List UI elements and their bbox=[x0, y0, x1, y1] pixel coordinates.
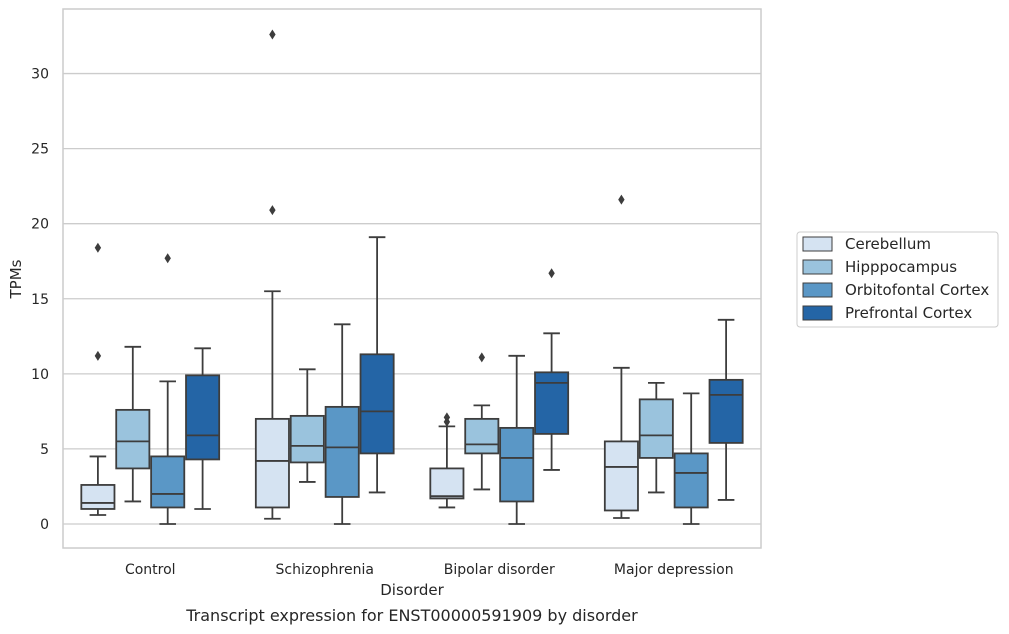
x-tick-label: Major depression bbox=[614, 562, 734, 578]
x-axis-title: Disorder bbox=[380, 581, 444, 599]
y-tick-label: 10 bbox=[31, 367, 49, 383]
outlier-point bbox=[94, 242, 102, 253]
boxes bbox=[80, 29, 744, 525]
box-body bbox=[708, 378, 744, 444]
legend-swatch bbox=[802, 236, 833, 252]
x-tick-label: Control bbox=[125, 562, 176, 578]
plot-area-frame bbox=[62, 8, 762, 549]
x-tick-labels: Control Schizophrenia Bipolar disorder Majo… bbox=[125, 562, 734, 578]
box-0-0 bbox=[80, 242, 116, 516]
chart-caption: Transcript expression for ENST0000059190… bbox=[186, 606, 638, 625]
legend-label: Cerebellum bbox=[845, 235, 931, 253]
box-1-3 bbox=[638, 381, 674, 494]
y-tick-label: 30 bbox=[31, 67, 49, 83]
box-body bbox=[673, 452, 709, 509]
outlier-point bbox=[443, 412, 451, 423]
outlier-point bbox=[269, 29, 276, 40]
legend-frame bbox=[796, 231, 999, 328]
outlier-point bbox=[618, 194, 625, 205]
box-body bbox=[80, 484, 116, 510]
box-0-3 bbox=[603, 194, 639, 519]
x-tick-label: Schizophrenia bbox=[276, 562, 374, 578]
outlier-point bbox=[478, 352, 485, 363]
box-body bbox=[464, 417, 500, 455]
legend-items: Cerebellum Hipppocampus Orbitofontal Corte… bbox=[802, 235, 989, 322]
outlier-point bbox=[269, 205, 276, 216]
box-0-2 bbox=[429, 412, 465, 509]
legend: Cerebellum Hipppocampus Orbitofontal Corte… bbox=[796, 231, 999, 328]
box-2-3 bbox=[673, 392, 709, 525]
x-tick-label: Bipolar disorder bbox=[444, 562, 555, 578]
outlier-point bbox=[548, 268, 555, 279]
y-tick-label: 20 bbox=[31, 217, 49, 233]
outlier-point bbox=[94, 350, 102, 361]
legend-swatch bbox=[802, 259, 833, 275]
box-1-0 bbox=[115, 345, 151, 503]
box-body bbox=[115, 408, 151, 470]
box-3-1 bbox=[359, 236, 395, 494]
legend-swatch bbox=[802, 282, 833, 298]
box-0-1 bbox=[254, 29, 290, 520]
y-axis-title: TPMs bbox=[7, 259, 25, 299]
box-body bbox=[289, 414, 325, 464]
legend-label: Hipppocampus bbox=[845, 258, 957, 276]
legend-label: Prefrontal Cortex bbox=[845, 304, 972, 322]
box-3-2 bbox=[534, 268, 570, 471]
box-body bbox=[638, 398, 674, 459]
box-1-1 bbox=[289, 368, 325, 483]
outlier-point bbox=[164, 253, 171, 264]
gridlines bbox=[63, 72, 761, 525]
box-2-2 bbox=[499, 354, 535, 525]
legend-label: Orbitofontal Cortex bbox=[845, 281, 989, 299]
box-body bbox=[603, 440, 639, 512]
y-tick-label: 15 bbox=[31, 292, 49, 308]
box-body bbox=[185, 374, 221, 461]
y-tick-label: 0 bbox=[40, 517, 49, 533]
box-body bbox=[324, 405, 360, 498]
box-body bbox=[150, 455, 186, 509]
box-3-0 bbox=[185, 347, 221, 510]
box-1-2 bbox=[464, 352, 500, 491]
box-2-0 bbox=[150, 253, 186, 525]
box-3-3 bbox=[708, 318, 744, 501]
box-body bbox=[499, 426, 535, 503]
box-body bbox=[254, 417, 290, 509]
box-body bbox=[534, 371, 570, 435]
legend-swatch bbox=[802, 305, 833, 321]
y-tick-labels: 0 5 10 15 20 25 30 bbox=[31, 67, 49, 533]
y-tick-label: 25 bbox=[31, 142, 49, 158]
box-body bbox=[429, 467, 465, 500]
y-tick-label: 5 bbox=[40, 442, 49, 458]
box-body bbox=[359, 353, 395, 455]
box-2-1 bbox=[324, 323, 360, 525]
